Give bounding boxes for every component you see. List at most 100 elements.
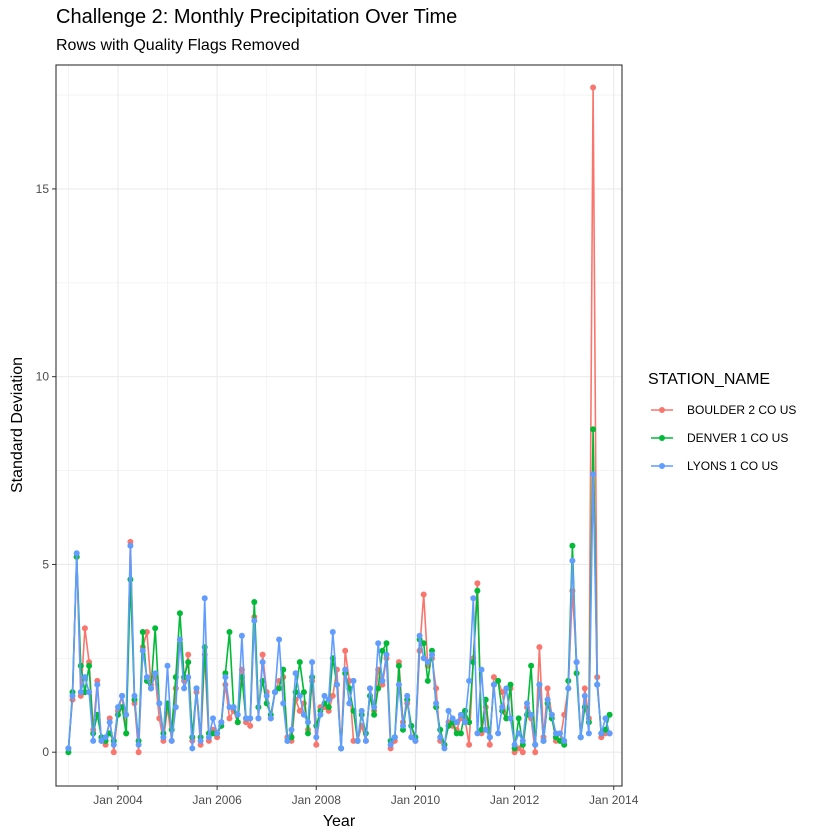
legend-item: DENVER 1 CO US	[651, 431, 788, 445]
data-point	[234, 711, 241, 718]
data-point	[102, 734, 109, 741]
data-point	[226, 715, 233, 722]
data-point	[536, 681, 543, 688]
data-point	[276, 685, 283, 692]
data-point	[350, 737, 357, 744]
data-point	[395, 681, 402, 688]
data-point	[152, 625, 159, 632]
data-point	[230, 704, 237, 711]
data-point	[606, 730, 613, 737]
x-axis-title: Year	[323, 813, 356, 830]
major-gridlines	[56, 65, 622, 786]
data-point	[259, 651, 266, 658]
data-point	[590, 471, 597, 478]
data-point	[528, 662, 535, 669]
data-point	[519, 737, 526, 744]
data-point	[185, 651, 192, 658]
data-point	[453, 730, 460, 737]
data-point	[395, 662, 402, 669]
data-point	[296, 659, 303, 666]
y-tick-label: 0	[42, 745, 49, 759]
data-point	[375, 685, 382, 692]
data-point	[466, 677, 473, 684]
data-point	[321, 692, 328, 699]
data-point	[490, 674, 497, 681]
data-point	[519, 749, 526, 756]
data-point	[573, 659, 580, 666]
data-point	[185, 659, 192, 666]
data-point	[532, 741, 539, 748]
data-point	[474, 587, 481, 594]
data-point	[544, 696, 551, 703]
data-point	[131, 692, 138, 699]
data-point	[106, 719, 113, 726]
data-point	[259, 659, 266, 666]
legend-item: LYONS 1 CO US	[651, 459, 778, 473]
x-tick-label: Jan 2006	[192, 793, 242, 807]
data-point	[490, 681, 497, 688]
data-point	[276, 636, 283, 643]
data-point	[296, 707, 303, 714]
data-point	[503, 685, 510, 692]
data-point	[478, 666, 485, 673]
data-point	[143, 674, 150, 681]
series-layer	[65, 84, 613, 756]
legend-key-point	[659, 435, 665, 441]
data-point	[375, 640, 382, 647]
data-point	[371, 711, 378, 718]
data-point	[482, 726, 489, 733]
data-point	[590, 84, 597, 91]
data-point	[333, 681, 340, 688]
data-point	[185, 674, 192, 681]
data-point	[457, 711, 464, 718]
data-point	[515, 715, 522, 722]
data-point	[342, 647, 349, 654]
data-point	[362, 737, 369, 744]
data-point	[238, 632, 245, 639]
data-point	[115, 704, 121, 711]
data-point	[300, 711, 307, 718]
data-point	[243, 715, 249, 722]
data-point	[585, 730, 592, 737]
data-point	[594, 681, 601, 688]
series-3	[65, 471, 613, 752]
data-point	[263, 692, 270, 699]
data-point	[470, 595, 477, 602]
data-point	[503, 715, 510, 722]
data-point	[557, 737, 563, 744]
data-point	[98, 737, 105, 744]
data-point	[143, 629, 150, 635]
data-point	[515, 745, 522, 752]
legend-title: STATION_NAME	[648, 371, 770, 388]
data-point	[495, 677, 502, 684]
data-point	[86, 662, 93, 669]
data-point	[532, 749, 539, 756]
data-point	[569, 542, 576, 549]
data-point	[499, 689, 506, 696]
data-point	[495, 730, 502, 737]
data-point	[156, 700, 163, 707]
data-point	[135, 749, 142, 756]
data-point	[602, 715, 609, 722]
data-point	[342, 666, 349, 673]
data-point	[329, 692, 336, 699]
data-point	[486, 734, 493, 741]
data-point	[437, 734, 444, 741]
data-point	[457, 730, 464, 737]
data-point	[404, 692, 411, 699]
data-point	[367, 685, 373, 692]
data-point	[507, 715, 514, 722]
data-point	[313, 741, 320, 748]
data-point	[466, 741, 473, 748]
data-point	[152, 670, 159, 677]
data-point	[214, 730, 221, 737]
data-point	[462, 719, 468, 726]
data-point	[86, 689, 93, 696]
legend-key-point	[659, 407, 665, 413]
data-point	[420, 591, 427, 598]
data-point	[391, 734, 398, 741]
x-tick-label: Jan 2008	[292, 793, 342, 807]
data-point	[210, 730, 216, 737]
data-point	[528, 711, 535, 718]
